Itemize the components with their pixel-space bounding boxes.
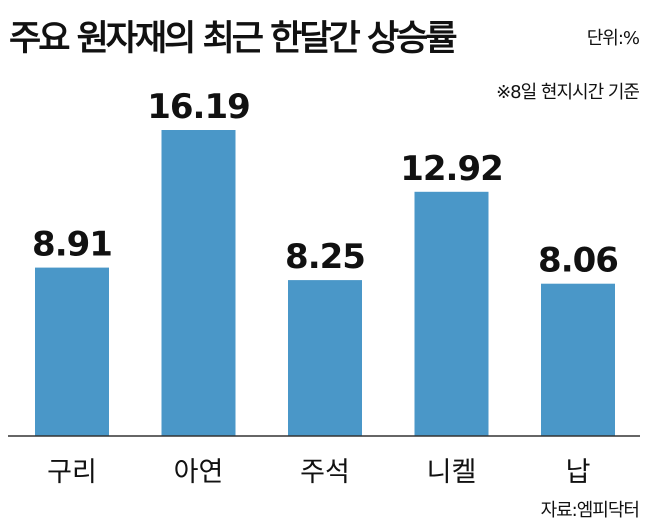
x-tick-label: 납 — [566, 457, 591, 488]
unit-label: 단위:% — [586, 28, 640, 49]
bar-아연 — [161, 130, 236, 436]
data-label: 16.19 — [147, 87, 250, 127]
chart-title: 주요 원자재의 최근 한달간 상승률 — [9, 19, 458, 59]
bar-주석 — [288, 280, 362, 436]
source-label: 자료:엠피닥터 — [540, 500, 640, 521]
data-label: 8.06 — [538, 241, 618, 281]
data-label: 12.92 — [400, 149, 503, 189]
data-label: 8.25 — [285, 237, 365, 277]
chart-note: ※8일 현지시간 기준 — [496, 82, 640, 103]
x-tick-label: 구리 — [47, 457, 97, 488]
x-tick-label: 아연 — [174, 457, 224, 488]
chart-header: 주요 원자재의 최근 한달간 상승률 단위:% — [9, 6, 640, 59]
bar-니켈 — [414, 191, 489, 436]
bar-구리 — [35, 267, 109, 436]
x-tick-label: 주석 — [300, 457, 350, 488]
x-tick-label: 니켈 — [427, 457, 477, 488]
data-label: 8.91 — [32, 225, 112, 265]
bar-납 — [541, 283, 615, 436]
